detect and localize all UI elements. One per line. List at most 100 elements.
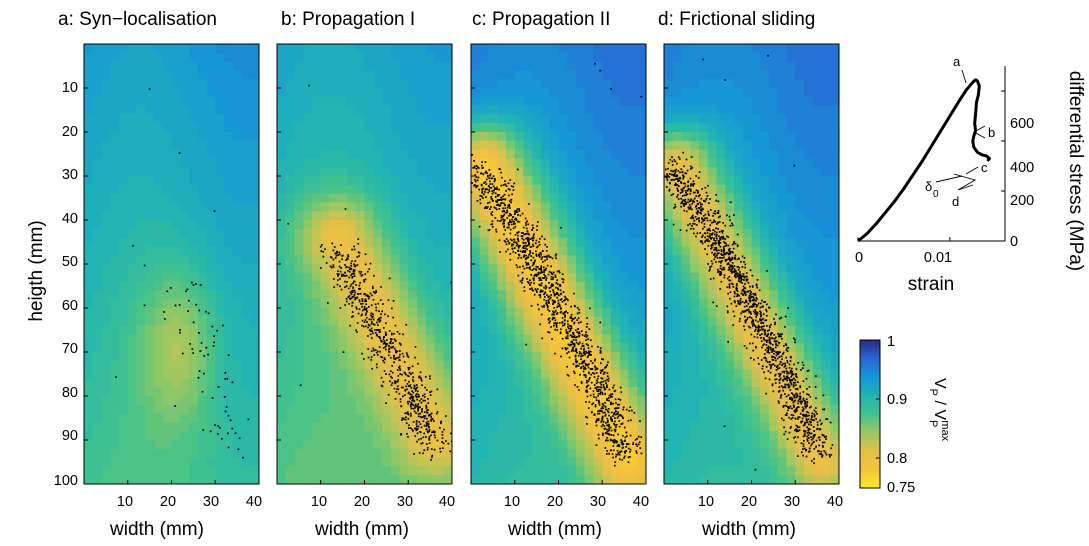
heatmap-cell	[390, 440, 401, 450]
event-dot	[388, 345, 390, 347]
event-dot	[417, 409, 419, 412]
event-dot	[363, 325, 365, 328]
event-dot	[517, 214, 519, 216]
event-dot	[372, 332, 374, 335]
heatmap-cell	[189, 114, 199, 124]
heatmap-cell	[488, 457, 498, 467]
heatmap-cell	[558, 264, 568, 274]
heatmap-cell	[541, 352, 551, 362]
event-dot	[408, 427, 410, 429]
event-dot	[432, 430, 435, 433]
heatmap-cell	[285, 220, 296, 230]
heatmap-cell	[434, 457, 444, 467]
heatmap-cell	[232, 264, 243, 274]
heatmap-cell	[197, 176, 208, 186]
heatmap-cell	[637, 404, 646, 415]
event-dot	[429, 391, 431, 393]
heatmap-cell	[145, 52, 155, 63]
event-dot	[540, 265, 543, 267]
event-dot	[529, 266, 531, 269]
heatmap-cell	[127, 422, 138, 432]
event-dot	[537, 221, 539, 223]
heatmap-cell	[197, 290, 208, 300]
event-dot	[525, 237, 527, 240]
event-dot	[553, 311, 556, 313]
heatmap-cell	[250, 88, 259, 98]
heatmap-cell	[101, 440, 111, 450]
heatmap-cell	[171, 88, 181, 98]
heatmap-cell	[567, 396, 577, 406]
heatmap-cell	[541, 44, 551, 54]
heatmap-cell	[506, 272, 516, 283]
heatmap-cell	[101, 281, 111, 291]
heatmap-cell	[390, 334, 401, 344]
heatmap-cell	[145, 61, 155, 71]
event-dot	[333, 246, 336, 248]
heatmap-cell	[549, 440, 560, 450]
event-dot	[344, 280, 346, 283]
heatmap-cell	[285, 88, 296, 98]
event-dot	[404, 389, 407, 392]
heatmap-cell	[215, 264, 225, 274]
heatmap-cell	[84, 290, 94, 300]
event-dot	[377, 319, 379, 321]
heatmap-cell	[294, 123, 304, 133]
heatmap-cell	[171, 448, 181, 459]
heatmap-cell	[532, 448, 542, 459]
heatmap-cell	[145, 290, 155, 300]
event-dot	[528, 267, 530, 269]
heatmap-cell	[224, 475, 234, 484]
heatmap-cell	[312, 70, 322, 80]
heatmap-cell	[320, 202, 331, 212]
event-dot	[414, 394, 417, 397]
event-dot	[584, 362, 587, 365]
heatmap-cell	[506, 149, 516, 159]
heatmap-cell	[355, 61, 366, 71]
heatmap-cell	[338, 413, 348, 423]
heatmap-cell	[180, 475, 190, 484]
heatmap-cell	[506, 396, 516, 406]
heatmap-cell	[541, 334, 551, 344]
heatmap-cell	[390, 308, 401, 318]
event-dot	[585, 415, 587, 418]
heatmap-cell	[171, 123, 181, 133]
heatmap-cell	[541, 431, 551, 441]
event-dot	[486, 206, 489, 208]
heatmap-cell	[145, 211, 155, 221]
heatmap-cell	[576, 246, 586, 256]
event-dot	[397, 375, 400, 377]
heatmap-cell	[514, 184, 525, 195]
heatmap-cell	[224, 264, 234, 274]
heatmap-cell	[145, 184, 155, 195]
heatmap-cell	[382, 202, 392, 212]
heatmap-cell	[84, 308, 94, 318]
heatmap-cell	[136, 466, 146, 476]
heatmap-cell	[558, 272, 568, 283]
event-dot	[535, 255, 538, 257]
heatmap-cell	[373, 255, 383, 265]
event-dot	[616, 407, 618, 410]
heatmap-cell	[136, 369, 146, 379]
heatmap-cell	[241, 457, 251, 467]
heatmap-cell	[136, 79, 146, 89]
heatmap-cell	[506, 343, 516, 353]
heatmap-cell	[84, 211, 94, 221]
heatmap-cell	[92, 299, 103, 309]
event-dot	[495, 200, 497, 203]
event-dot	[580, 355, 582, 358]
heatmap-cell	[320, 44, 331, 54]
heatmap-cell	[232, 325, 243, 335]
event-dot	[514, 225, 517, 228]
heatmap-cell	[171, 404, 181, 415]
heatmap-cell	[628, 158, 638, 168]
event-dot	[425, 405, 428, 408]
event-dot	[619, 451, 621, 454]
heatmap-cell	[373, 220, 383, 230]
heatmap-cell	[154, 422, 164, 432]
heatmap-cell	[532, 422, 542, 432]
heatmap-cell	[320, 79, 331, 89]
event-dot	[587, 363, 590, 365]
event-dot	[207, 312, 210, 315]
heatmap-cell	[611, 290, 621, 300]
heatmap-cell	[197, 272, 208, 283]
